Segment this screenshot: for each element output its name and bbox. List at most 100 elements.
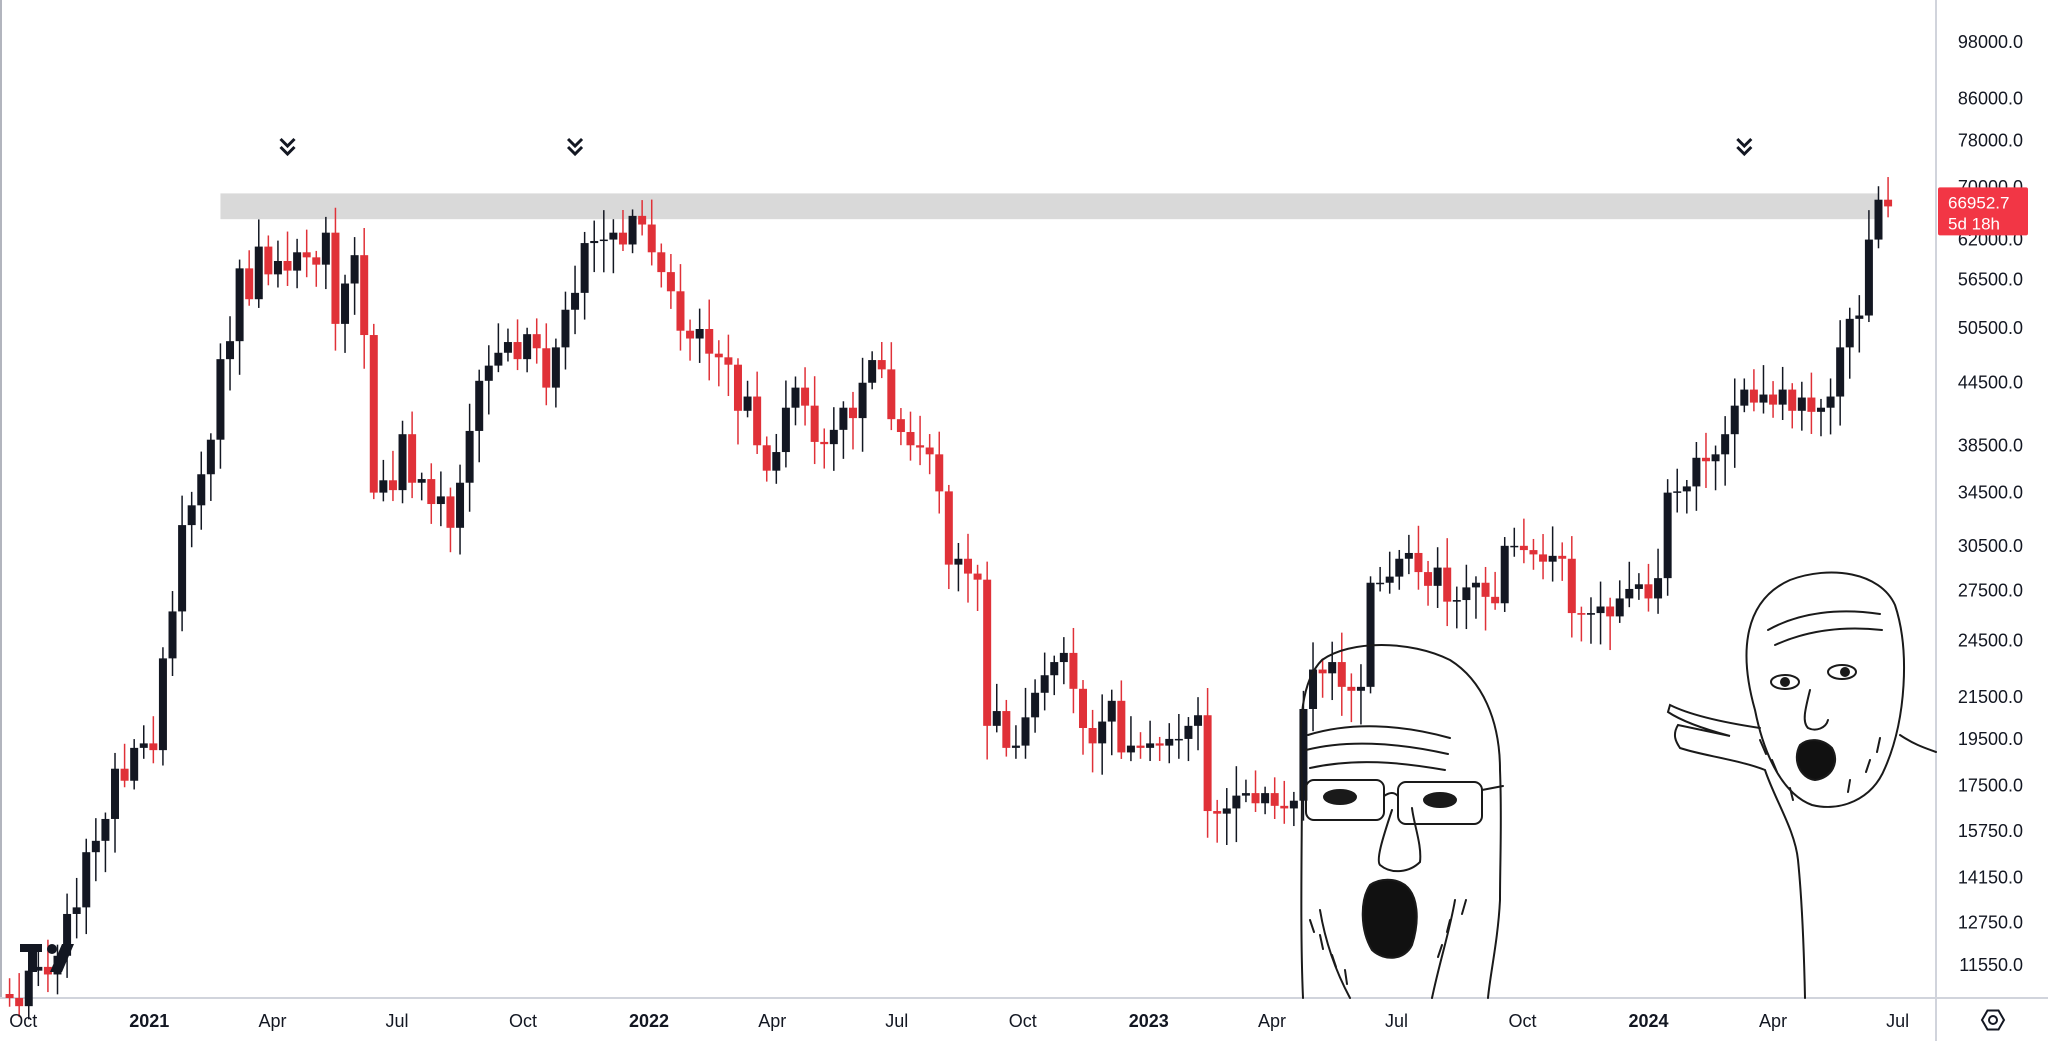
candle-body [1366, 582, 1375, 687]
candle-body [1845, 318, 1854, 348]
candle-body [1414, 552, 1423, 573]
bar-countdown: 5d 18h [1948, 214, 2000, 233]
y-tick-label: 50500.0 [1958, 318, 2023, 338]
candle-body [599, 239, 608, 242]
candle-body [1749, 389, 1758, 403]
candle-body [1596, 606, 1605, 614]
candle-body [1539, 554, 1548, 562]
candle-body [935, 454, 944, 492]
x-tick-label: Apr [1759, 1011, 1787, 1031]
candle-body [772, 452, 781, 471]
plot-area[interactable] [0, 0, 1936, 998]
candle-body [1471, 582, 1480, 588]
candle-body [590, 240, 599, 244]
candle-body [101, 818, 110, 841]
candle-body [1826, 396, 1835, 408]
candle-body [111, 768, 120, 819]
candle-body [1002, 711, 1011, 748]
candle-body [331, 232, 340, 324]
candle-body [1452, 600, 1461, 602]
y-tick-label: 11550.0 [1959, 955, 2023, 975]
candle-body [1241, 793, 1250, 796]
y-tick-label: 38500.0 [1958, 435, 2023, 455]
candle-body [1797, 397, 1806, 411]
candle-body [925, 447, 934, 455]
candle-body [1213, 811, 1222, 814]
candle-body [1261, 793, 1270, 804]
candle-body [1519, 545, 1528, 551]
candle-body [1788, 389, 1797, 411]
candle-body [801, 387, 810, 406]
candle-body [896, 419, 905, 433]
resistance-zone[interactable] [220, 193, 1879, 220]
candle-body [34, 966, 43, 971]
candle-body [245, 268, 254, 300]
candle-body [1701, 457, 1710, 462]
chevron-down-icon [1736, 145, 1753, 157]
candle-body [1079, 688, 1088, 728]
candle-body [82, 852, 91, 908]
candle-body [1117, 700, 1126, 753]
candle-body [158, 658, 167, 751]
chart-settings-icon[interactable] [1980, 1009, 2006, 1031]
x-tick-label: Jul [1385, 1011, 1408, 1031]
candle-body [1309, 669, 1318, 709]
candle-body [341, 283, 350, 324]
tradingview-logo [20, 944, 74, 972]
candle-body [762, 445, 771, 471]
candle-body [992, 711, 1001, 726]
candle-body [1500, 545, 1509, 604]
candle-body [1021, 717, 1030, 746]
candle-body [1385, 576, 1394, 583]
candle-body [609, 232, 618, 240]
peak-marker-icon [279, 137, 296, 157]
candle-body [1481, 582, 1490, 597]
candle-body [120, 768, 129, 781]
candle-body [1577, 613, 1586, 615]
candle-body [523, 334, 532, 360]
x-tick-label: Jul [1886, 1011, 1909, 1031]
candle-body [561, 309, 570, 348]
time-axis[interactable]: Oct 2021 Apr Jul Oct 2022 Apr Jul Oct 2023 Apr Jul O… [9, 1011, 1909, 1031]
candle-body [456, 482, 465, 528]
wojak-pointing-illustration [1666, 571, 1937, 999]
candle-body [1462, 587, 1471, 601]
candle-body [1136, 745, 1145, 748]
chevron-down-icon [1736, 137, 1753, 149]
candle-body [743, 396, 752, 411]
candle-body [1040, 675, 1049, 693]
candle-body [868, 360, 877, 383]
candle-body [1864, 239, 1873, 316]
candle-body [1337, 662, 1346, 687]
candle-body [1730, 405, 1739, 435]
chevron-down-icon [279, 137, 296, 149]
candle-body [513, 342, 522, 360]
candle-body [254, 246, 263, 300]
x-tick-label: Oct [509, 1011, 537, 1031]
candle-body [379, 480, 388, 493]
candle-body [829, 429, 838, 445]
candle-body [1759, 394, 1768, 403]
candle-body [666, 272, 675, 292]
y-tick-label: 24500.0 [1958, 630, 2023, 650]
candle-body [1251, 793, 1260, 804]
price-axis[interactable]: 98000.086000.078000.070000.062000.056500… [1958, 32, 2023, 975]
candle-body [954, 558, 963, 565]
candle-body [1299, 708, 1308, 801]
candles-group [5, 177, 1893, 1020]
candle-body [1606, 606, 1615, 617]
candle-body [465, 430, 474, 483]
candle-body [810, 405, 819, 442]
y-tick-label: 44500.0 [1958, 373, 2023, 393]
candle-body [5, 994, 14, 999]
candle-body [1682, 486, 1691, 492]
candle-body [1721, 434, 1730, 455]
chevron-down-icon [566, 145, 584, 157]
chevron-down-icon [279, 145, 296, 157]
candle-body [226, 341, 235, 360]
candle-body [1356, 686, 1365, 691]
candle-body [1884, 199, 1893, 207]
candle-body [983, 579, 992, 726]
